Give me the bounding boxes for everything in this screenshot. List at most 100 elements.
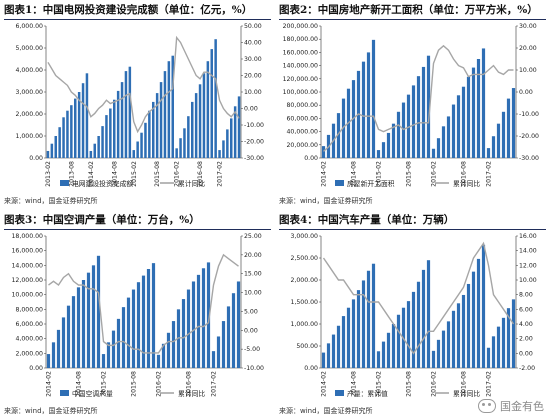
bar — [371, 263, 376, 368]
bar — [136, 141, 139, 158]
bar — [186, 289, 191, 368]
legend-label-bar: 产量：累计值 — [347, 389, 388, 398]
bar — [191, 101, 194, 158]
bar — [486, 347, 491, 368]
y-left-tick-label: 140,000.00 — [283, 63, 318, 70]
x-tick-label: 2015-08 — [131, 371, 138, 397]
y-right-tick-label: -10.00 — [244, 122, 264, 129]
bar — [144, 122, 147, 158]
y-right-tick-label: 0.00 — [519, 89, 533, 96]
bar — [226, 129, 229, 158]
panel-grid-investment: 图表1：中国电网投资建设完成额（单位：亿元，%） 0.00 1,000.00 2,0… — [0, 0, 275, 210]
bar — [111, 330, 116, 368]
bar — [58, 127, 61, 158]
bar — [101, 354, 106, 368]
bar — [206, 262, 211, 368]
legend-label-line: 累计同比 — [453, 179, 480, 188]
x-tick-label: 2014-02 — [46, 371, 53, 397]
bar — [431, 148, 436, 158]
panel-auto-production: 图表4：中国汽车产量（单位：万辆） 0.00 500.00 1,000.00 1,50… — [275, 210, 550, 420]
bar — [46, 354, 51, 368]
bar — [386, 332, 391, 368]
bar — [411, 85, 416, 158]
bar — [211, 351, 216, 368]
panel-air-conditioner: 图表3：中国空调产量（单位：万台，%） 0.00 2,000.00 4,000.00… — [0, 210, 275, 420]
legend-label-bar: 电网建设投资完成额 — [72, 179, 133, 188]
y-left-tick-label: 200,000.00 — [283, 23, 318, 30]
y-left-tick-label: 1,000.00 — [15, 133, 43, 140]
bar — [426, 55, 431, 159]
bar — [381, 341, 386, 368]
x-tick-label: 2017-02 — [486, 161, 493, 187]
x-tick-label: 2016-02 — [174, 161, 181, 187]
legend-label-bar: 中国空调产量 — [72, 389, 113, 398]
y-right-tick-label: 30.00 — [519, 23, 537, 30]
bar — [54, 136, 57, 158]
y-left-tick-label: 4,000.00 — [15, 336, 43, 343]
bar — [391, 123, 396, 158]
y-left-tick-label: 2,500.00 — [290, 255, 318, 262]
y-right-tick-label: 12.00 — [519, 262, 537, 269]
bar — [151, 263, 156, 368]
bar — [506, 308, 511, 368]
x-tick-label: 2017-02 — [486, 371, 493, 397]
bar — [155, 93, 159, 158]
bar — [226, 306, 231, 368]
y-left-tick-label: 0.00 — [29, 155, 43, 162]
bar — [141, 275, 146, 368]
legend-label-bar: 房屋新开工面积 — [347, 179, 395, 188]
bar — [113, 99, 116, 158]
line-series — [48, 253, 239, 354]
bar — [336, 325, 341, 368]
bar — [128, 66, 132, 158]
y-right-tick-label: 5.00 — [244, 308, 258, 315]
bar — [396, 314, 401, 368]
legend-swatch-bar — [335, 390, 344, 396]
legend-swatch-bar — [60, 180, 69, 186]
bar — [121, 307, 126, 368]
source-note: 来源：wind，国金证券研究所 — [4, 407, 98, 415]
bar — [132, 150, 135, 158]
bar — [396, 111, 401, 158]
bar — [466, 76, 471, 158]
bar — [167, 61, 171, 159]
bar — [366, 270, 371, 368]
chart-title: 图表1：中国电网投资建设完成额（单位：亿元，%） — [4, 4, 253, 16]
y-right-tick-label: 50.00 — [244, 23, 262, 30]
x-tick-label: 2015-02 — [101, 371, 108, 397]
y-left-tick-label: 1,500.00 — [290, 299, 318, 306]
x-tick-label: 2014-08 — [111, 161, 118, 187]
y-left-tick-label: 2,000.00 — [15, 350, 43, 357]
y-left-tick-label: 160,000.00 — [283, 49, 318, 56]
x-tick-label: 2015-08 — [406, 161, 413, 187]
y-left-tick-label: 10,000.00 — [12, 292, 44, 299]
bar — [446, 321, 451, 368]
bar — [56, 329, 61, 368]
x-tick-label: 2013-02 — [45, 161, 52, 187]
bar — [46, 150, 50, 158]
y-left-tick-label: 500.00 — [296, 343, 318, 350]
bar — [361, 61, 366, 158]
y-right-tick-label: -20.00 — [519, 133, 539, 140]
y-right-tick-label: -5.00 — [244, 346, 260, 353]
bar — [406, 94, 411, 158]
x-tick-label: 2016-02 — [431, 371, 438, 397]
bar — [159, 82, 163, 158]
y-right-tick-label: 25.00 — [244, 233, 262, 240]
y-right-tick-label: -2.00 — [519, 365, 535, 372]
source-note: 来源：wind，国金证券研究所 — [4, 197, 98, 205]
bar — [166, 332, 171, 368]
y-right-tick-label: 0.00 — [244, 327, 258, 334]
chart-grid-investment: 0.00 1,000.00 2,000.00 3,000.00 4,000.00 5,00… — [15, 23, 264, 188]
bar — [96, 255, 101, 368]
title-divider — [279, 229, 546, 230]
bar — [89, 150, 93, 158]
bar — [386, 132, 391, 158]
bar — [331, 334, 336, 368]
y-right-tick-label: 20.00 — [244, 252, 262, 259]
bar — [210, 49, 213, 158]
y-left-tick-label: 1,000.00 — [290, 321, 318, 328]
y-right-tick-label: -10.00 — [244, 365, 264, 372]
x-tick-label: 2014-02 — [88, 161, 95, 187]
bar — [441, 126, 446, 158]
